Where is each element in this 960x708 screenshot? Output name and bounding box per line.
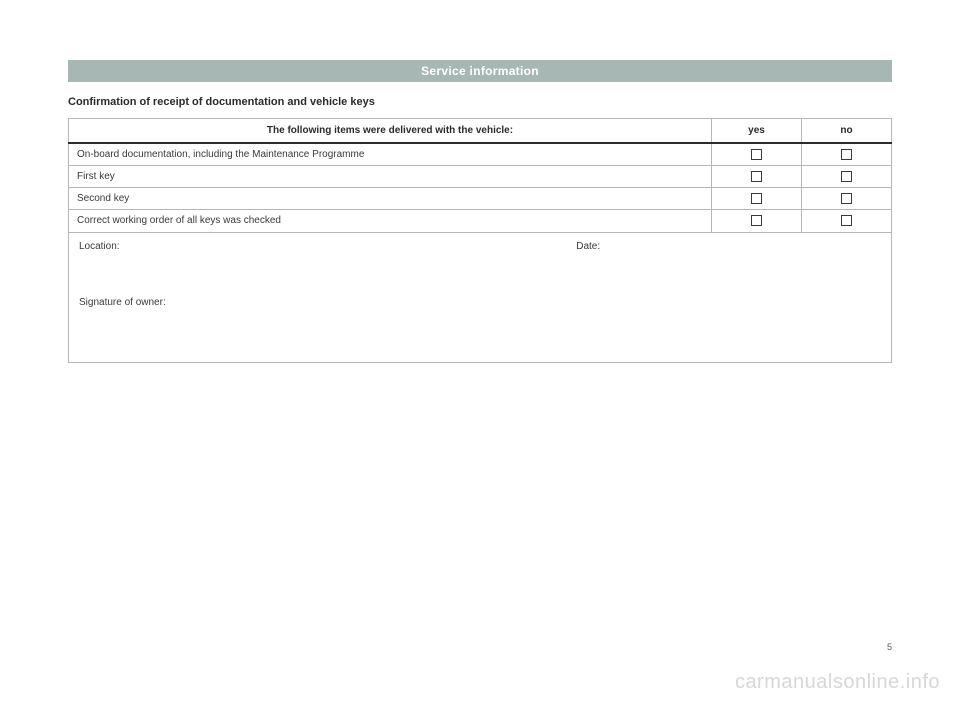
location-date-row: Location: Date:: [79, 241, 881, 252]
col-header-no: no: [802, 119, 892, 144]
page-number: 5: [887, 642, 892, 652]
checkbox-icon[interactable]: [751, 193, 762, 204]
row-no-cell: [802, 143, 892, 166]
signature-cell: Location: Date: Signature of owner:: [69, 232, 892, 362]
checkbox-icon[interactable]: [841, 193, 852, 204]
checkbox-icon[interactable]: [751, 171, 762, 182]
signature-row: Location: Date: Signature of owner:: [69, 232, 892, 362]
row-label: Correct working order of all keys was ch…: [69, 210, 712, 232]
col-header-item: The following items were delivered with …: [69, 119, 712, 144]
table-row: First key: [69, 166, 892, 188]
row-label: Second key: [69, 188, 712, 210]
row-label: First key: [69, 166, 712, 188]
row-no-cell: [802, 166, 892, 188]
row-yes-cell: [712, 210, 802, 232]
signature-owner-label: Signature of owner:: [79, 297, 881, 308]
document-page: Service information Confirmation of rece…: [0, 0, 960, 708]
table-row: On-board documentation, including the Ma…: [69, 143, 892, 166]
checkbox-icon[interactable]: [841, 149, 852, 160]
table-row: Second key: [69, 188, 892, 210]
subheading: Confirmation of receipt of documentation…: [68, 96, 892, 108]
checkbox-icon[interactable]: [841, 171, 852, 182]
date-label: Date:: [576, 241, 881, 252]
table-header-row: The following items were delivered with …: [69, 119, 892, 144]
row-no-cell: [802, 188, 892, 210]
row-yes-cell: [712, 188, 802, 210]
row-no-cell: [802, 210, 892, 232]
table-row: Correct working order of all keys was ch…: [69, 210, 892, 232]
checkbox-icon[interactable]: [841, 215, 852, 226]
checkbox-icon[interactable]: [751, 215, 762, 226]
section-header-text: Service information: [421, 64, 539, 78]
row-yes-cell: [712, 143, 802, 166]
row-label: On-board documentation, including the Ma…: [69, 143, 712, 166]
row-yes-cell: [712, 166, 802, 188]
watermark: carmanualsonline.info: [735, 671, 940, 694]
checkbox-icon[interactable]: [751, 149, 762, 160]
delivery-table: The following items were delivered with …: [68, 118, 892, 363]
location-label: Location:: [79, 241, 576, 252]
section-header: Service information: [68, 60, 892, 82]
col-header-yes: yes: [712, 119, 802, 144]
